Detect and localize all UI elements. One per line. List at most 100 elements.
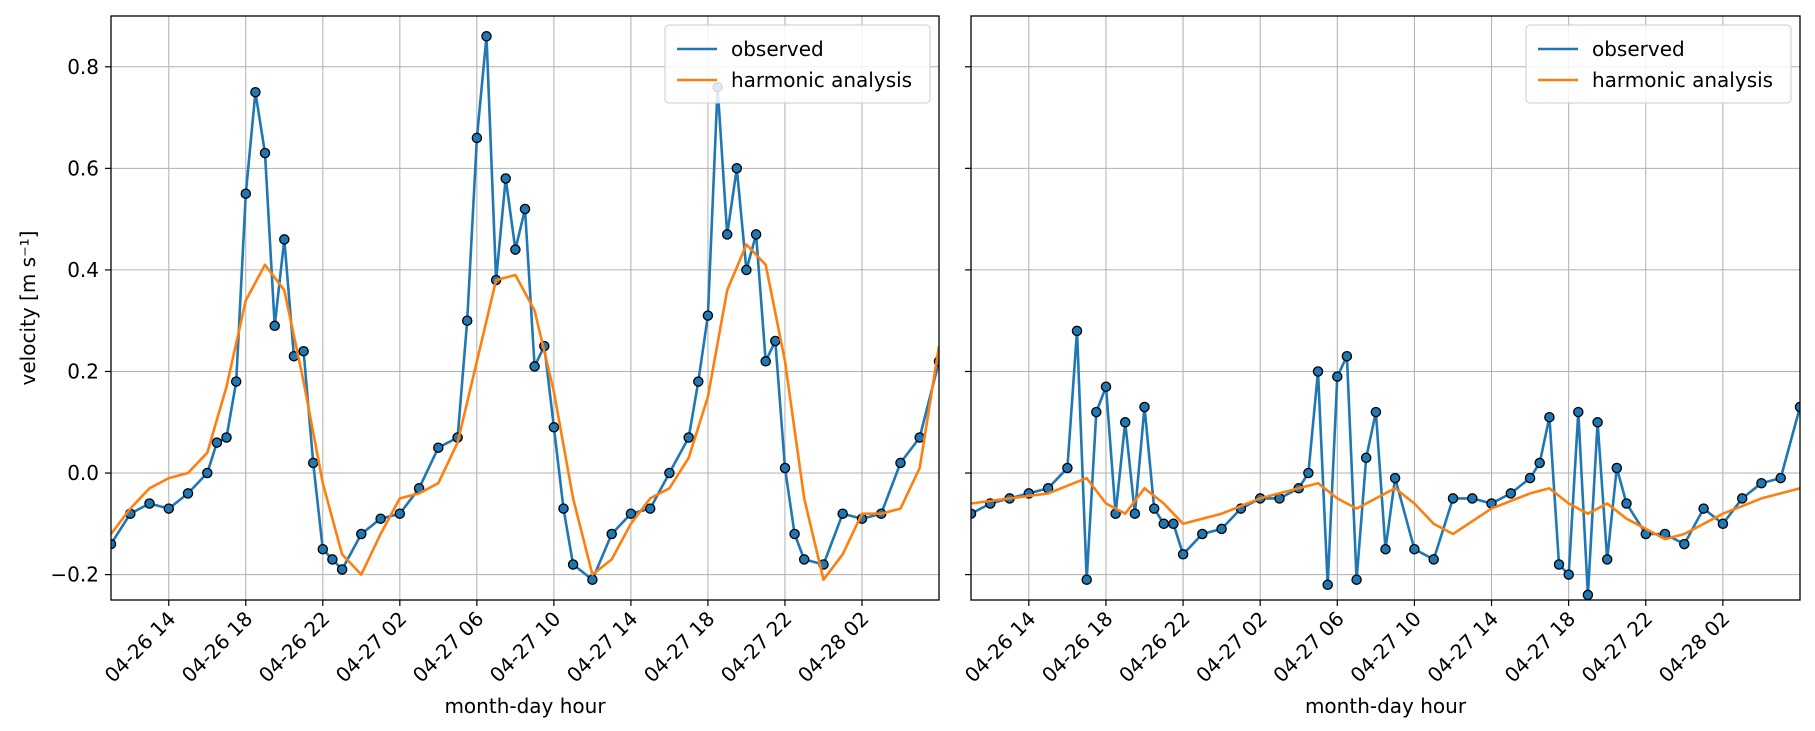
data-point: [664, 467, 675, 479]
legend-box: [1525, 24, 1792, 104]
x-axis-label: month-day hour: [1305, 694, 1467, 718]
data-point: [1389, 472, 1401, 484]
data-point: [481, 31, 492, 42]
data-point: [760, 356, 771, 367]
data-point: [548, 422, 560, 433]
data-point: [1322, 579, 1333, 591]
data-point: [1573, 406, 1584, 418]
data-point: [693, 376, 704, 387]
data-point: [770, 335, 781, 347]
data-point: [1428, 554, 1439, 565]
x-tick-label: 04-27 14: [1423, 607, 1504, 688]
x-tick-label: 04-26 14: [960, 607, 1041, 688]
data-point: [1505, 488, 1517, 499]
data-point: [606, 528, 617, 540]
data-point: [1621, 498, 1632, 509]
data-point: [1312, 366, 1324, 377]
data-point: [779, 462, 791, 474]
data-point: [1736, 493, 1748, 504]
data-point: [895, 457, 906, 469]
x-tick-label: 04-27 02: [331, 607, 412, 688]
data-point: [529, 361, 540, 372]
x-tick-label: 04-26 14: [100, 607, 181, 688]
data-point: [789, 528, 800, 540]
x-tick-label: 04-28 02: [793, 607, 874, 688]
series-line: [971, 476, 1800, 541]
x-tick-label: 04-26 22: [254, 607, 335, 688]
x-tick-label: 04-27 14: [562, 607, 643, 688]
data-point: [587, 574, 598, 585]
legend-label: harmonic analysis: [731, 68, 912, 92]
data-point: [1303, 467, 1314, 479]
data-point: [1756, 477, 1767, 489]
x-tick-label: 04-27 10: [485, 607, 566, 688]
data-point: [221, 432, 232, 443]
data-point: [1409, 543, 1420, 555]
legend-label: observed: [1592, 37, 1685, 61]
data-point: [1611, 462, 1623, 474]
data-point: [211, 437, 223, 448]
data-point: [1360, 452, 1372, 464]
data-point: [721, 229, 733, 240]
data-point: [298, 345, 309, 357]
y-tick-label: 0.4: [67, 258, 99, 282]
x-tick-label: 04-27 22: [716, 607, 797, 688]
x-axis-label: month-day hour: [444, 694, 606, 718]
data-point: [500, 173, 511, 184]
data-point: [1158, 518, 1170, 530]
legend-label: harmonic analysis: [1592, 68, 1773, 92]
x-tick-label: 04-27 10: [1345, 607, 1426, 688]
data-point: [1601, 554, 1613, 565]
data-point: [837, 508, 848, 519]
data-point: [1370, 406, 1382, 418]
y-tick-label: −0.2: [50, 563, 99, 587]
data-point: [356, 528, 367, 540]
y-tick-label: 0.8: [67, 55, 99, 79]
data-point: [1148, 503, 1160, 514]
data-point: [1534, 457, 1545, 469]
data-point: [163, 503, 175, 514]
x-tick-label: 04-27 22: [1577, 607, 1658, 688]
data-point: [279, 234, 290, 245]
data-point: [1081, 574, 1092, 585]
data-point: [1544, 411, 1555, 423]
x-tick-label: 04-26 22: [1114, 607, 1195, 688]
data-point: [567, 559, 579, 570]
data-point: [1091, 406, 1102, 418]
data-point: [1592, 417, 1603, 428]
data-point: [1062, 462, 1073, 474]
legend: observed harmonic analysis: [664, 24, 931, 104]
data-point: [702, 310, 714, 321]
data-point: [375, 513, 386, 524]
data-point: [202, 467, 213, 479]
series-line: [111, 243, 939, 582]
legend-label: observed: [731, 37, 824, 61]
x-tick-label: 04-27 06: [1268, 607, 1349, 688]
data-point: [1351, 574, 1362, 585]
data-point: [336, 564, 348, 575]
data-point: [750, 229, 762, 240]
data-point: [144, 498, 155, 509]
series-observed: [111, 31, 939, 585]
series-line: [111, 34, 939, 582]
data-point: [510, 244, 521, 255]
data-point: [1332, 371, 1343, 382]
data-point: [461, 315, 473, 326]
series-observed: [971, 325, 1800, 600]
data-point: [1071, 325, 1083, 337]
data-point: [519, 203, 531, 215]
data-point: [327, 554, 338, 565]
x-tick-label: 04-26 18: [177, 607, 258, 688]
data-point: [1524, 472, 1536, 484]
data-point: [471, 132, 483, 144]
x-tick-label: 04-27 18: [1500, 607, 1581, 688]
data-point: [182, 488, 194, 499]
y-tick-label: 0.6: [67, 156, 99, 180]
series-line: [971, 329, 1800, 597]
data-point: [1380, 543, 1391, 555]
data-point: [644, 503, 656, 514]
data-point: [1679, 538, 1690, 550]
